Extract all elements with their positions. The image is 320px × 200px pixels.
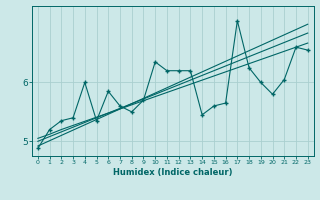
X-axis label: Humidex (Indice chaleur): Humidex (Indice chaleur) xyxy=(113,168,233,177)
